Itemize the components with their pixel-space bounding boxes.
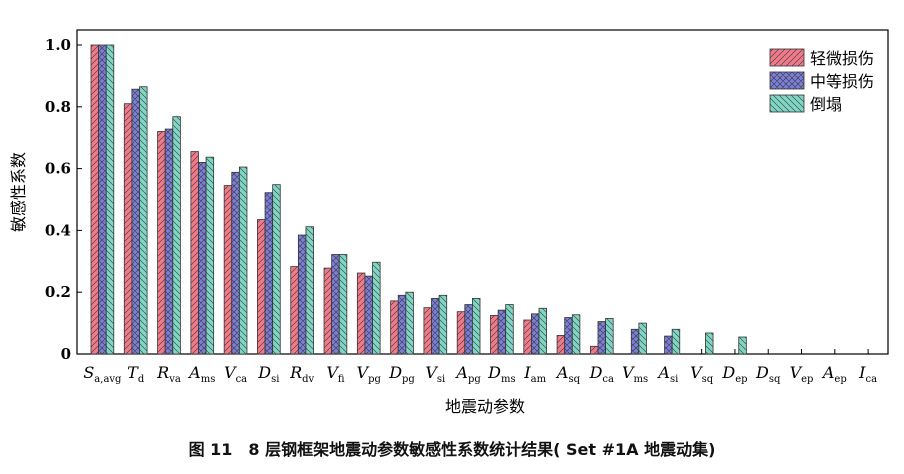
bar bbox=[290, 266, 299, 355]
x-tick-label: Dsq bbox=[755, 363, 781, 385]
bar bbox=[571, 314, 581, 355]
bar bbox=[538, 307, 547, 355]
bar bbox=[405, 291, 414, 355]
bar bbox=[272, 184, 281, 355]
bars bbox=[90, 44, 747, 355]
bar bbox=[338, 254, 348, 355]
bar bbox=[123, 103, 133, 355]
x-tick-label: Ams bbox=[187, 363, 215, 385]
x-tick-label: Asq bbox=[555, 363, 581, 385]
bar bbox=[638, 322, 647, 355]
x-tick-label: Vsi bbox=[425, 363, 445, 385]
legend-label: 中等损伤 bbox=[810, 72, 874, 91]
x-tick-label: Dsi bbox=[257, 363, 279, 385]
x-tick-label: Dca bbox=[589, 363, 614, 385]
bar bbox=[331, 254, 340, 355]
bar bbox=[231, 171, 240, 355]
legend-item: 中等损伤 bbox=[769, 71, 874, 91]
x-tick-label: Asi bbox=[656, 363, 678, 385]
x-tick-label: Rva bbox=[156, 363, 181, 385]
bar bbox=[589, 345, 599, 355]
x-axis-label: 地震动参数 bbox=[445, 397, 525, 416]
x-tick-label: Sa,avg bbox=[83, 363, 122, 385]
bar bbox=[630, 328, 640, 355]
bar bbox=[305, 226, 314, 355]
x-tick-label: Ica bbox=[858, 363, 877, 385]
bar bbox=[456, 311, 466, 355]
bar bbox=[223, 185, 233, 355]
bar bbox=[671, 328, 681, 355]
bar-chart: Sa,avg Td Rva Ams Vca Dsi Rdv Vfi Vpg Dpg Vsi Apg Dm… bbox=[9, 29, 889, 416]
bar bbox=[205, 156, 215, 355]
bar bbox=[505, 304, 514, 355]
y-tick-label: 0 bbox=[61, 345, 71, 363]
y-tick-label: 0.2 bbox=[45, 283, 71, 301]
bar bbox=[90, 44, 99, 355]
y-tick-label: 1.0 bbox=[45, 36, 71, 54]
bar bbox=[372, 261, 381, 355]
x-tick-label: Vfi bbox=[326, 363, 345, 385]
y-tick-label: 0.8 bbox=[45, 98, 71, 116]
legend-item: 倒塌 bbox=[769, 94, 842, 114]
figure-caption: 图 11 8 层钢框架地震动参数敏感性系数统计结果( Set #1A 地震动集) bbox=[188, 440, 716, 459]
bar bbox=[257, 219, 266, 355]
bar bbox=[564, 317, 573, 355]
legend-label: 倒塌 bbox=[810, 95, 842, 114]
bar bbox=[438, 294, 448, 355]
x-tick-label: Iam bbox=[523, 363, 546, 385]
legend-label: 轻微损伤 bbox=[810, 49, 874, 68]
plot-frame bbox=[76, 29, 889, 355]
bar bbox=[364, 275, 373, 355]
x-tick-label: Vca bbox=[224, 363, 247, 385]
bar bbox=[705, 332, 714, 355]
bar bbox=[297, 234, 307, 355]
bar bbox=[605, 318, 614, 355]
x-tick-label: Td bbox=[127, 363, 145, 385]
y-tick-label: 0.4 bbox=[45, 221, 71, 239]
bar bbox=[530, 313, 540, 355]
bar bbox=[738, 336, 747, 355]
bar bbox=[464, 304, 473, 355]
x-tick-labels: Sa,avg Td Rva Ams Vca Dsi Rdv Vfi Vpg Dpg Vsi Apg Dm… bbox=[83, 363, 877, 385]
bar bbox=[397, 294, 407, 355]
y-axis-label: 敏感性系数 bbox=[9, 152, 28, 232]
x-tick-label: Vsq bbox=[690, 363, 714, 385]
x-tick-label: Dep bbox=[721, 363, 747, 385]
bar bbox=[172, 116, 181, 355]
x-tick-label: Aep bbox=[821, 363, 847, 385]
bar bbox=[157, 131, 166, 355]
legend-item: 轻微损伤 bbox=[769, 48, 874, 68]
bar bbox=[431, 297, 440, 355]
x-tick-label: Vms bbox=[622, 363, 648, 385]
bar bbox=[238, 166, 248, 355]
bar bbox=[664, 335, 673, 355]
bar bbox=[390, 300, 399, 355]
bar bbox=[556, 335, 566, 355]
x-tick-label: Dpg bbox=[388, 363, 415, 385]
bar bbox=[356, 272, 366, 355]
bar bbox=[497, 309, 507, 355]
y-tick-labels: 0 0.2 0.4 0.6 0.8 1.0 bbox=[45, 36, 71, 363]
x-tick-label: Apg bbox=[454, 363, 481, 385]
bar bbox=[98, 44, 107, 355]
x-tick-label: Rdv bbox=[289, 363, 314, 385]
bar bbox=[472, 297, 481, 355]
bar bbox=[198, 162, 207, 355]
bar bbox=[131, 88, 140, 355]
bar bbox=[323, 267, 333, 355]
x-tick-label: Vep bbox=[790, 363, 814, 385]
bar bbox=[190, 151, 199, 355]
bar bbox=[523, 319, 532, 355]
bar bbox=[490, 314, 499, 355]
x-tick-label: Dms bbox=[487, 363, 515, 385]
bar bbox=[139, 86, 148, 355]
x-tick-label: Vpg bbox=[357, 363, 382, 385]
y-tick-label: 0.6 bbox=[45, 160, 71, 178]
bar bbox=[423, 307, 432, 355]
bar bbox=[105, 44, 115, 355]
bar bbox=[597, 321, 606, 355]
bar bbox=[264, 192, 274, 355]
bar bbox=[164, 128, 174, 355]
